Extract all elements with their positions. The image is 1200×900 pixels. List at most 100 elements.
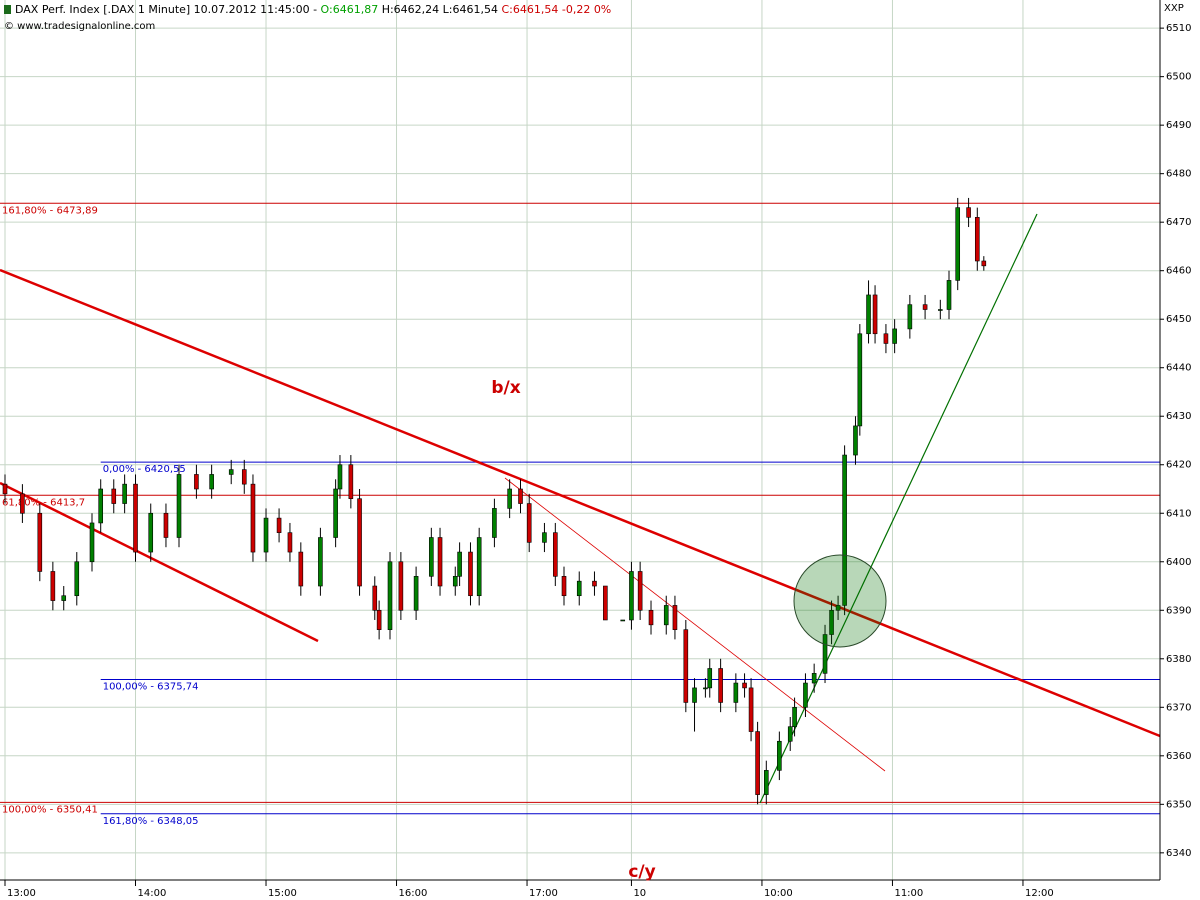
y-tick-label: 6390 (1166, 605, 1191, 616)
header: DAX Perf. Index [.DAX 1 Minute] 10.07.20… (15, 3, 611, 16)
candle-body (74, 561, 80, 597)
candle-body (755, 731, 760, 795)
level-label: 100,00% - 6350,41 (2, 804, 98, 815)
candle-body (922, 304, 928, 310)
trend-line (504, 477, 886, 772)
candle-body (476, 537, 482, 597)
candle-body (263, 517, 269, 553)
candle-body (457, 551, 462, 577)
level-label: 100,00% - 6375,74 (103, 681, 199, 692)
y-tick-label: 6440 (1166, 363, 1191, 374)
header-part: H:6462,24 L:6461,54 (378, 3, 501, 16)
candle-body (981, 260, 987, 267)
candle-body (357, 498, 362, 587)
candle-body (703, 687, 708, 690)
y-tick-label: 6380 (1166, 654, 1191, 665)
candle-body (250, 483, 256, 553)
level-label: 161,80% - 6473,89 (2, 205, 98, 216)
candle-body (20, 493, 25, 514)
candle-body (811, 673, 817, 684)
candle-body (553, 532, 558, 577)
candle-body (298, 551, 304, 587)
candle-body (61, 595, 67, 601)
candle-body (620, 619, 626, 622)
candle-body (787, 726, 793, 742)
x-tick-label: 16:00 (399, 888, 428, 899)
candle-body (163, 512, 169, 538)
y-tick-label: 6460 (1166, 266, 1191, 277)
y-tick-label: 6400 (1166, 557, 1191, 568)
candle-body (437, 537, 443, 587)
candle-body (592, 580, 597, 587)
candle-body (907, 304, 913, 330)
candle-body (37, 512, 43, 572)
candle-body (792, 706, 797, 728)
candle-body (938, 309, 943, 311)
candle-body (663, 605, 669, 626)
candle-body (413, 576, 419, 611)
candle-body (822, 634, 828, 674)
candle-body (348, 464, 354, 499)
y-tick-label: 6510 (1166, 23, 1191, 34)
candles (2, 197, 987, 805)
candle-body (974, 217, 980, 262)
header-part: C:6461,54 -0,22 0% (501, 3, 611, 16)
highlight-circle (793, 554, 887, 648)
candle-body (857, 333, 863, 427)
axes: 6340 6350 6360 6370 6380 6390 6400 6410 6420 6430… (4, 23, 1191, 899)
candle-body (387, 561, 393, 630)
candle-body (89, 522, 95, 563)
level-label: 61,80% - 6413,7 (2, 497, 85, 508)
candle-body (133, 483, 138, 553)
fib-levels: 161,80% - 6473,89 0,00% - 6420,55 61,80% -… (0, 202, 1160, 827)
candle-body (718, 668, 723, 703)
candle-body (777, 740, 782, 771)
candle-body (683, 629, 689, 703)
candle-body (672, 605, 678, 630)
candle-body (333, 488, 338, 538)
candle-body (429, 537, 434, 577)
trend-line (0, 481, 319, 643)
candle-body (526, 503, 532, 543)
trend-line (0, 268, 1161, 738)
candle-body (733, 682, 739, 703)
candle-body (507, 488, 512, 509)
level-label: 0,00% - 6420,55 (103, 464, 186, 475)
y-tick-label: 6430 (1166, 411, 1191, 422)
y-tick-label: 6480 (1166, 169, 1191, 180)
candle-body (194, 474, 199, 490)
candle-body (376, 609, 382, 630)
candle-body (518, 488, 523, 504)
header-part: O:6461,87 (321, 3, 379, 16)
candle-body (2, 483, 8, 495)
candle-body (883, 333, 889, 344)
candle-body (122, 483, 127, 504)
x-tick-label: 14:00 (138, 888, 167, 899)
candle-body (835, 605, 841, 611)
candle-body (872, 294, 878, 335)
candle-body (707, 668, 713, 689)
y-tick-label: 6500 (1166, 72, 1191, 83)
x-tick-label: 12:00 (1025, 888, 1054, 899)
y-tick-label: 6340 (1166, 848, 1191, 859)
candle-body (337, 464, 343, 490)
x-tick-label: 11:00 (894, 888, 923, 899)
x-tick-label: 15:00 (268, 888, 297, 899)
header-icon (4, 5, 11, 14)
candle-body (742, 682, 747, 689)
level-label: 161,80% - 6348,05 (103, 816, 199, 827)
y-tick-label: 6360 (1166, 751, 1191, 762)
candle-body (648, 609, 654, 626)
y-tick-label: 6420 (1166, 460, 1191, 471)
candle-body (955, 207, 961, 281)
candle-body (629, 571, 634, 621)
candle-body (276, 517, 282, 533)
candle-body (50, 571, 56, 601)
symbol: XXP (1164, 3, 1184, 14)
candle-body (603, 585, 608, 621)
candle-body (98, 488, 104, 524)
candle-body (764, 770, 769, 795)
candle-body (287, 532, 293, 553)
candle-body (803, 682, 808, 708)
candle-body (468, 551, 473, 597)
